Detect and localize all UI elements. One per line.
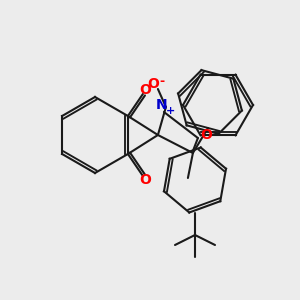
Text: +: +: [166, 106, 176, 116]
Text: O: O: [147, 77, 159, 91]
Text: -: -: [159, 74, 164, 88]
Text: O: O: [139, 173, 151, 187]
Text: N: N: [156, 98, 168, 112]
Text: O: O: [139, 83, 151, 97]
Text: O: O: [200, 128, 212, 142]
